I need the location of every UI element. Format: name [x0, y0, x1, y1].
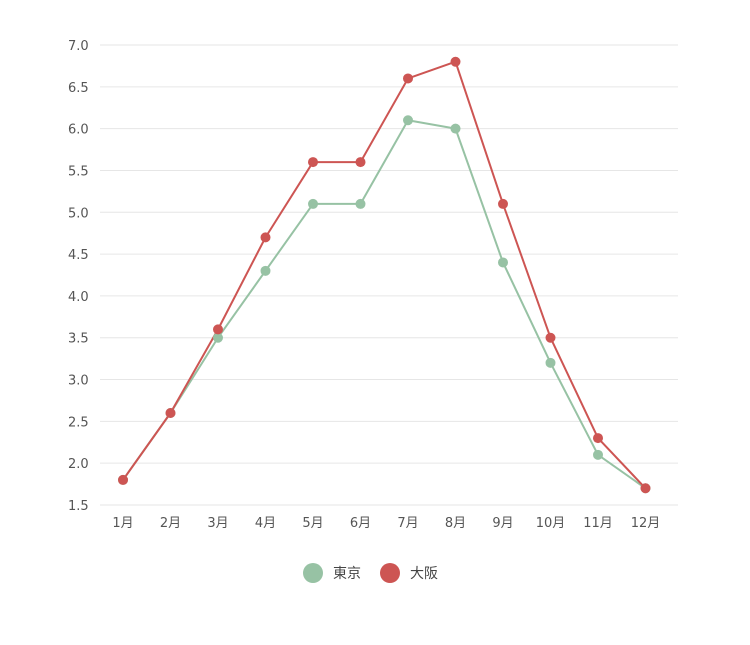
x-axis-tick-labels: 1月 2月 3月 4月 5月 6月 7月 8月 9月 10月 11月 12月: [112, 516, 660, 531]
data-point-series-2[interactable]: [403, 73, 413, 84]
data-point-series-2[interactable]: [260, 232, 271, 243]
legend-item-1[interactable]: 東京: [303, 563, 361, 583]
data-point-series-2[interactable]: [308, 157, 318, 168]
x-tick-label: 10月: [536, 516, 566, 531]
legend-item-2[interactable]: 大阪: [380, 563, 438, 583]
data-point-series-2[interactable]: [355, 157, 366, 168]
y-tick-label: 4.0: [68, 290, 89, 305]
x-tick-label: 3月: [207, 516, 228, 531]
x-tick-label: 12月: [631, 516, 661, 531]
y-tick-label: 6.0: [68, 123, 89, 138]
y-tick-label: 2.0: [68, 457, 89, 472]
y-tick-label: 7.0: [68, 39, 89, 54]
x-tick-label: 8月: [445, 516, 466, 531]
x-tick-label: 1月: [112, 516, 133, 531]
data-point-series-2[interactable]: [118, 474, 128, 485]
data-point-series-1[interactable]: [213, 332, 223, 343]
series-points: [118, 56, 651, 494]
x-tick-label: 5月: [302, 516, 323, 531]
legend-label: 大阪: [410, 566, 438, 582]
legend-marker: [380, 563, 400, 583]
y-tick-label: 2.5: [68, 415, 89, 430]
y-tick-label: 3.0: [68, 374, 89, 389]
y-tick-label: 5.5: [68, 164, 89, 179]
x-tick-label: 9月: [492, 516, 513, 531]
series-line-1: [122, 119, 647, 490]
data-point-series-1[interactable]: [545, 357, 556, 368]
data-point-series-1[interactable]: [260, 265, 271, 276]
y-tick-label: 4.5: [68, 248, 89, 263]
data-point-series-1[interactable]: [593, 449, 603, 460]
data-point-series-1[interactable]: [403, 115, 413, 126]
data-point-series-2[interactable]: [165, 408, 176, 418]
y-tick-label: 3.5: [68, 332, 89, 347]
series-lines: [122, 60, 647, 490]
x-tick-label: 11月: [583, 516, 613, 531]
y-axis-tick-labels: 1.5 2.0 2.5 3.0 3.5 4.0 4.5 5.0 5.5 6.0 6.5 7.0: [68, 39, 89, 514]
grid-lines: [100, 44, 678, 506]
data-point-series-2[interactable]: [640, 483, 651, 494]
y-tick-label: 6.5: [68, 81, 89, 96]
data-point-series-1[interactable]: [355, 198, 366, 209]
legend-marker: [303, 563, 323, 583]
data-point-series-1[interactable]: [450, 123, 461, 134]
data-point-series-2[interactable]: [450, 56, 461, 67]
y-tick-label: 5.0: [68, 206, 89, 221]
x-tick-label: 6月: [350, 516, 371, 531]
data-point-series-2[interactable]: [545, 332, 556, 343]
series-line-2: [122, 60, 647, 490]
y-tick-label: 1.5: [68, 499, 89, 514]
data-point-series-2[interactable]: [213, 324, 223, 335]
x-tick-label: 4月: [255, 516, 276, 531]
data-point-series-1[interactable]: [308, 198, 318, 209]
x-tick-label: 2月: [160, 516, 181, 531]
data-point-series-2[interactable]: [498, 198, 508, 209]
legend-label: 東京: [333, 566, 361, 582]
x-tick-label: 7月: [397, 516, 418, 531]
data-point-series-1[interactable]: [498, 257, 508, 268]
data-point-series-2[interactable]: [593, 433, 603, 444]
legend[interactable]: 東京 大阪: [303, 563, 438, 583]
